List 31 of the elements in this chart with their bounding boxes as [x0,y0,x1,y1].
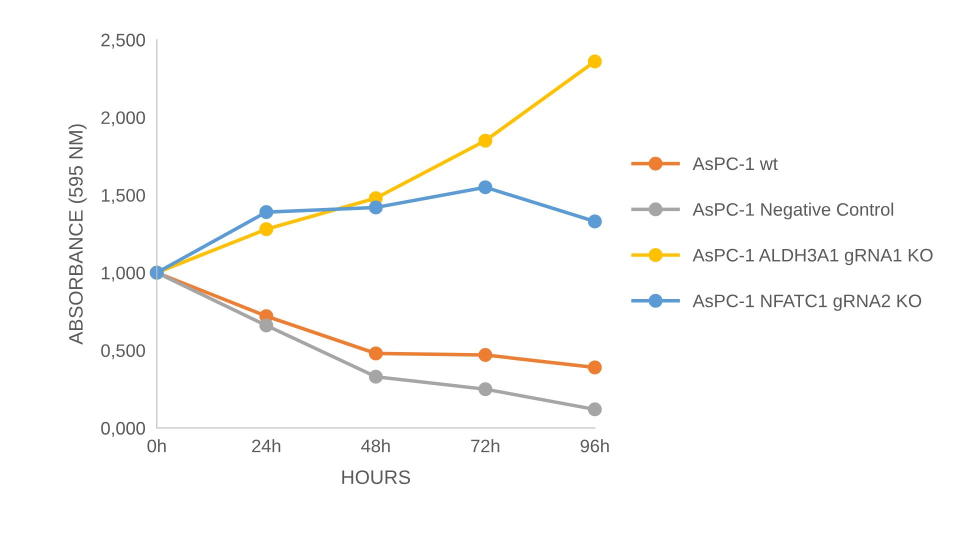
point [478,382,492,396]
point [368,370,383,384]
point [588,214,602,228]
point [478,348,492,362]
x-tick-label: 72h [471,439,500,452]
y-tick-label: 0,500 [101,344,145,360]
point [368,200,383,214]
x-tick-label: 24h [252,439,280,452]
point [588,402,602,416]
point [368,346,383,360]
point [588,360,602,374]
x-tick-label: 48h [361,439,390,452]
y-tick-label: 2,500 [101,34,145,49]
legend-label: AsPC-1 Negative Control [692,202,894,220]
legend-label: AsPC-1 wt [692,157,778,170]
y-axis-title: ABSORBANCE (595 NM) [68,124,87,345]
point [259,222,274,236]
y-tick-label: 0,000 [101,422,145,437]
y-tick-label: 1,500 [102,188,145,204]
x-axis-title: HOURS [342,470,410,484]
y-tick-label: 2,000 [101,111,145,126]
x-tick-label: 0h [147,439,166,452]
legend-label: AsPC-1 NFATC1 gRNA2 KO [692,294,922,311]
legend-label: AsPC-1 ALDH3A1 gRNA1 KO [692,248,933,266]
point [478,134,492,148]
x-tick-label: 96h [580,439,609,452]
point [259,205,274,220]
point [478,180,492,194]
y-tick-label: 1,000 [102,266,145,282]
point [588,54,602,68]
point [259,318,274,332]
